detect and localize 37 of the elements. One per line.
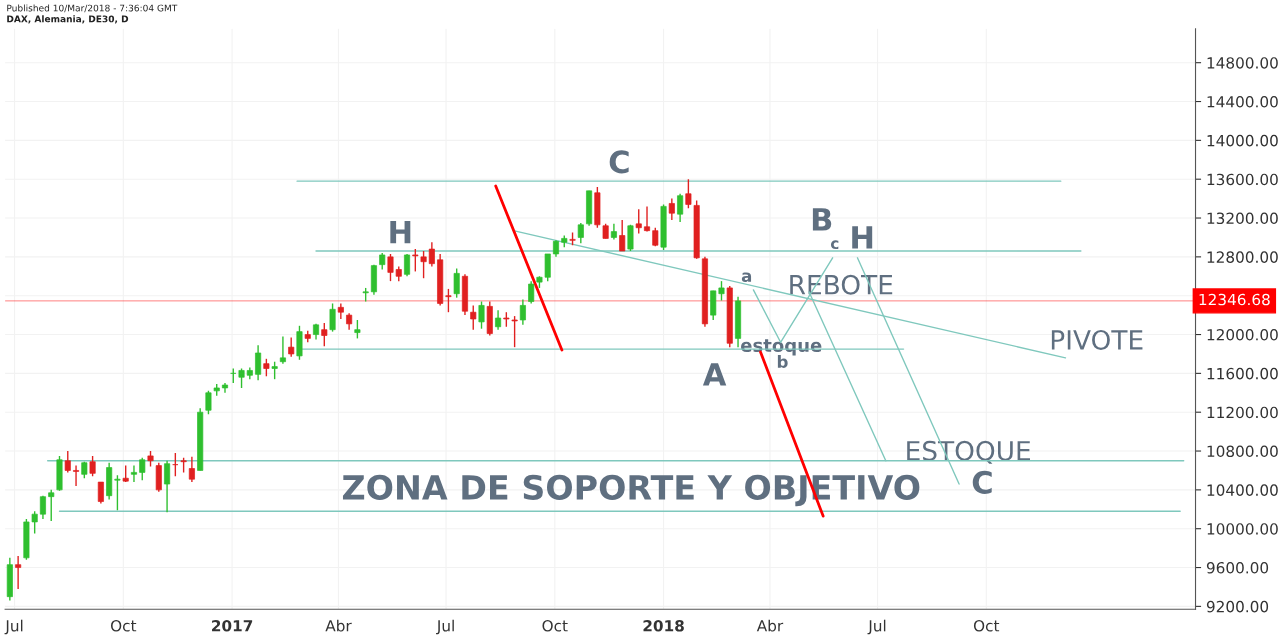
annotation: C [609, 150, 629, 174]
annotation: a [741, 272, 752, 283]
x-tick-label: Abr [756, 619, 784, 632]
y-tick-label: 10400.00 [1207, 484, 1278, 496]
ref-line-label: 12346.68 [1199, 293, 1270, 306]
text: DAX, Alemania, DE30, D [7, 15, 129, 24]
y-tick-label: 9600.00 [1206, 562, 1269, 574]
x-tick-label: 2017 [212, 619, 253, 632]
y-tick-label: 12800.00 [1207, 251, 1278, 263]
x-tick-label: Oct [542, 619, 568, 632]
annotation: B [812, 208, 832, 231]
annotation: PIVOTE [1051, 329, 1143, 350]
annotation: b [777, 355, 788, 368]
y-tick-label: 12000.00 [1207, 329, 1278, 341]
y-tick-label: 10000.00 [1207, 523, 1278, 535]
y-tick-label: 11200.00 [1207, 406, 1278, 419]
y-tick-label: 9200.00 [1206, 600, 1269, 613]
text: Published 10/Mar/2018 - 7:36:04 GMT [7, 4, 178, 13]
annotation: C [972, 470, 992, 494]
x-tick-label: Jul [436, 619, 454, 635]
x-tick-label: Jul [4, 619, 23, 635]
y-tick-label: 10800.00 [1207, 445, 1278, 458]
annotation: H [852, 226, 873, 249]
annotation: A [702, 363, 727, 386]
y-tick-label: 14400.00 [1207, 95, 1278, 108]
x-tick-label: 2018 [643, 619, 684, 632]
x-tick-label: Jul [867, 619, 886, 635]
y-tick-label: 14000.00 [1207, 134, 1278, 147]
annotation: c [830, 240, 839, 250]
y-tick-label: 13600.00 [1207, 173, 1278, 186]
annotation: H [390, 220, 411, 244]
y-tick-label: 13200.00 [1207, 212, 1278, 225]
y-tick-label: 11600.00 [1207, 367, 1278, 380]
y-tick-label: 14800.00 [1207, 57, 1278, 69]
x-tick-label: Abr [325, 619, 352, 632]
x-tick-label: Oct [973, 619, 1000, 632]
x-tick-label: Oct [110, 619, 137, 632]
